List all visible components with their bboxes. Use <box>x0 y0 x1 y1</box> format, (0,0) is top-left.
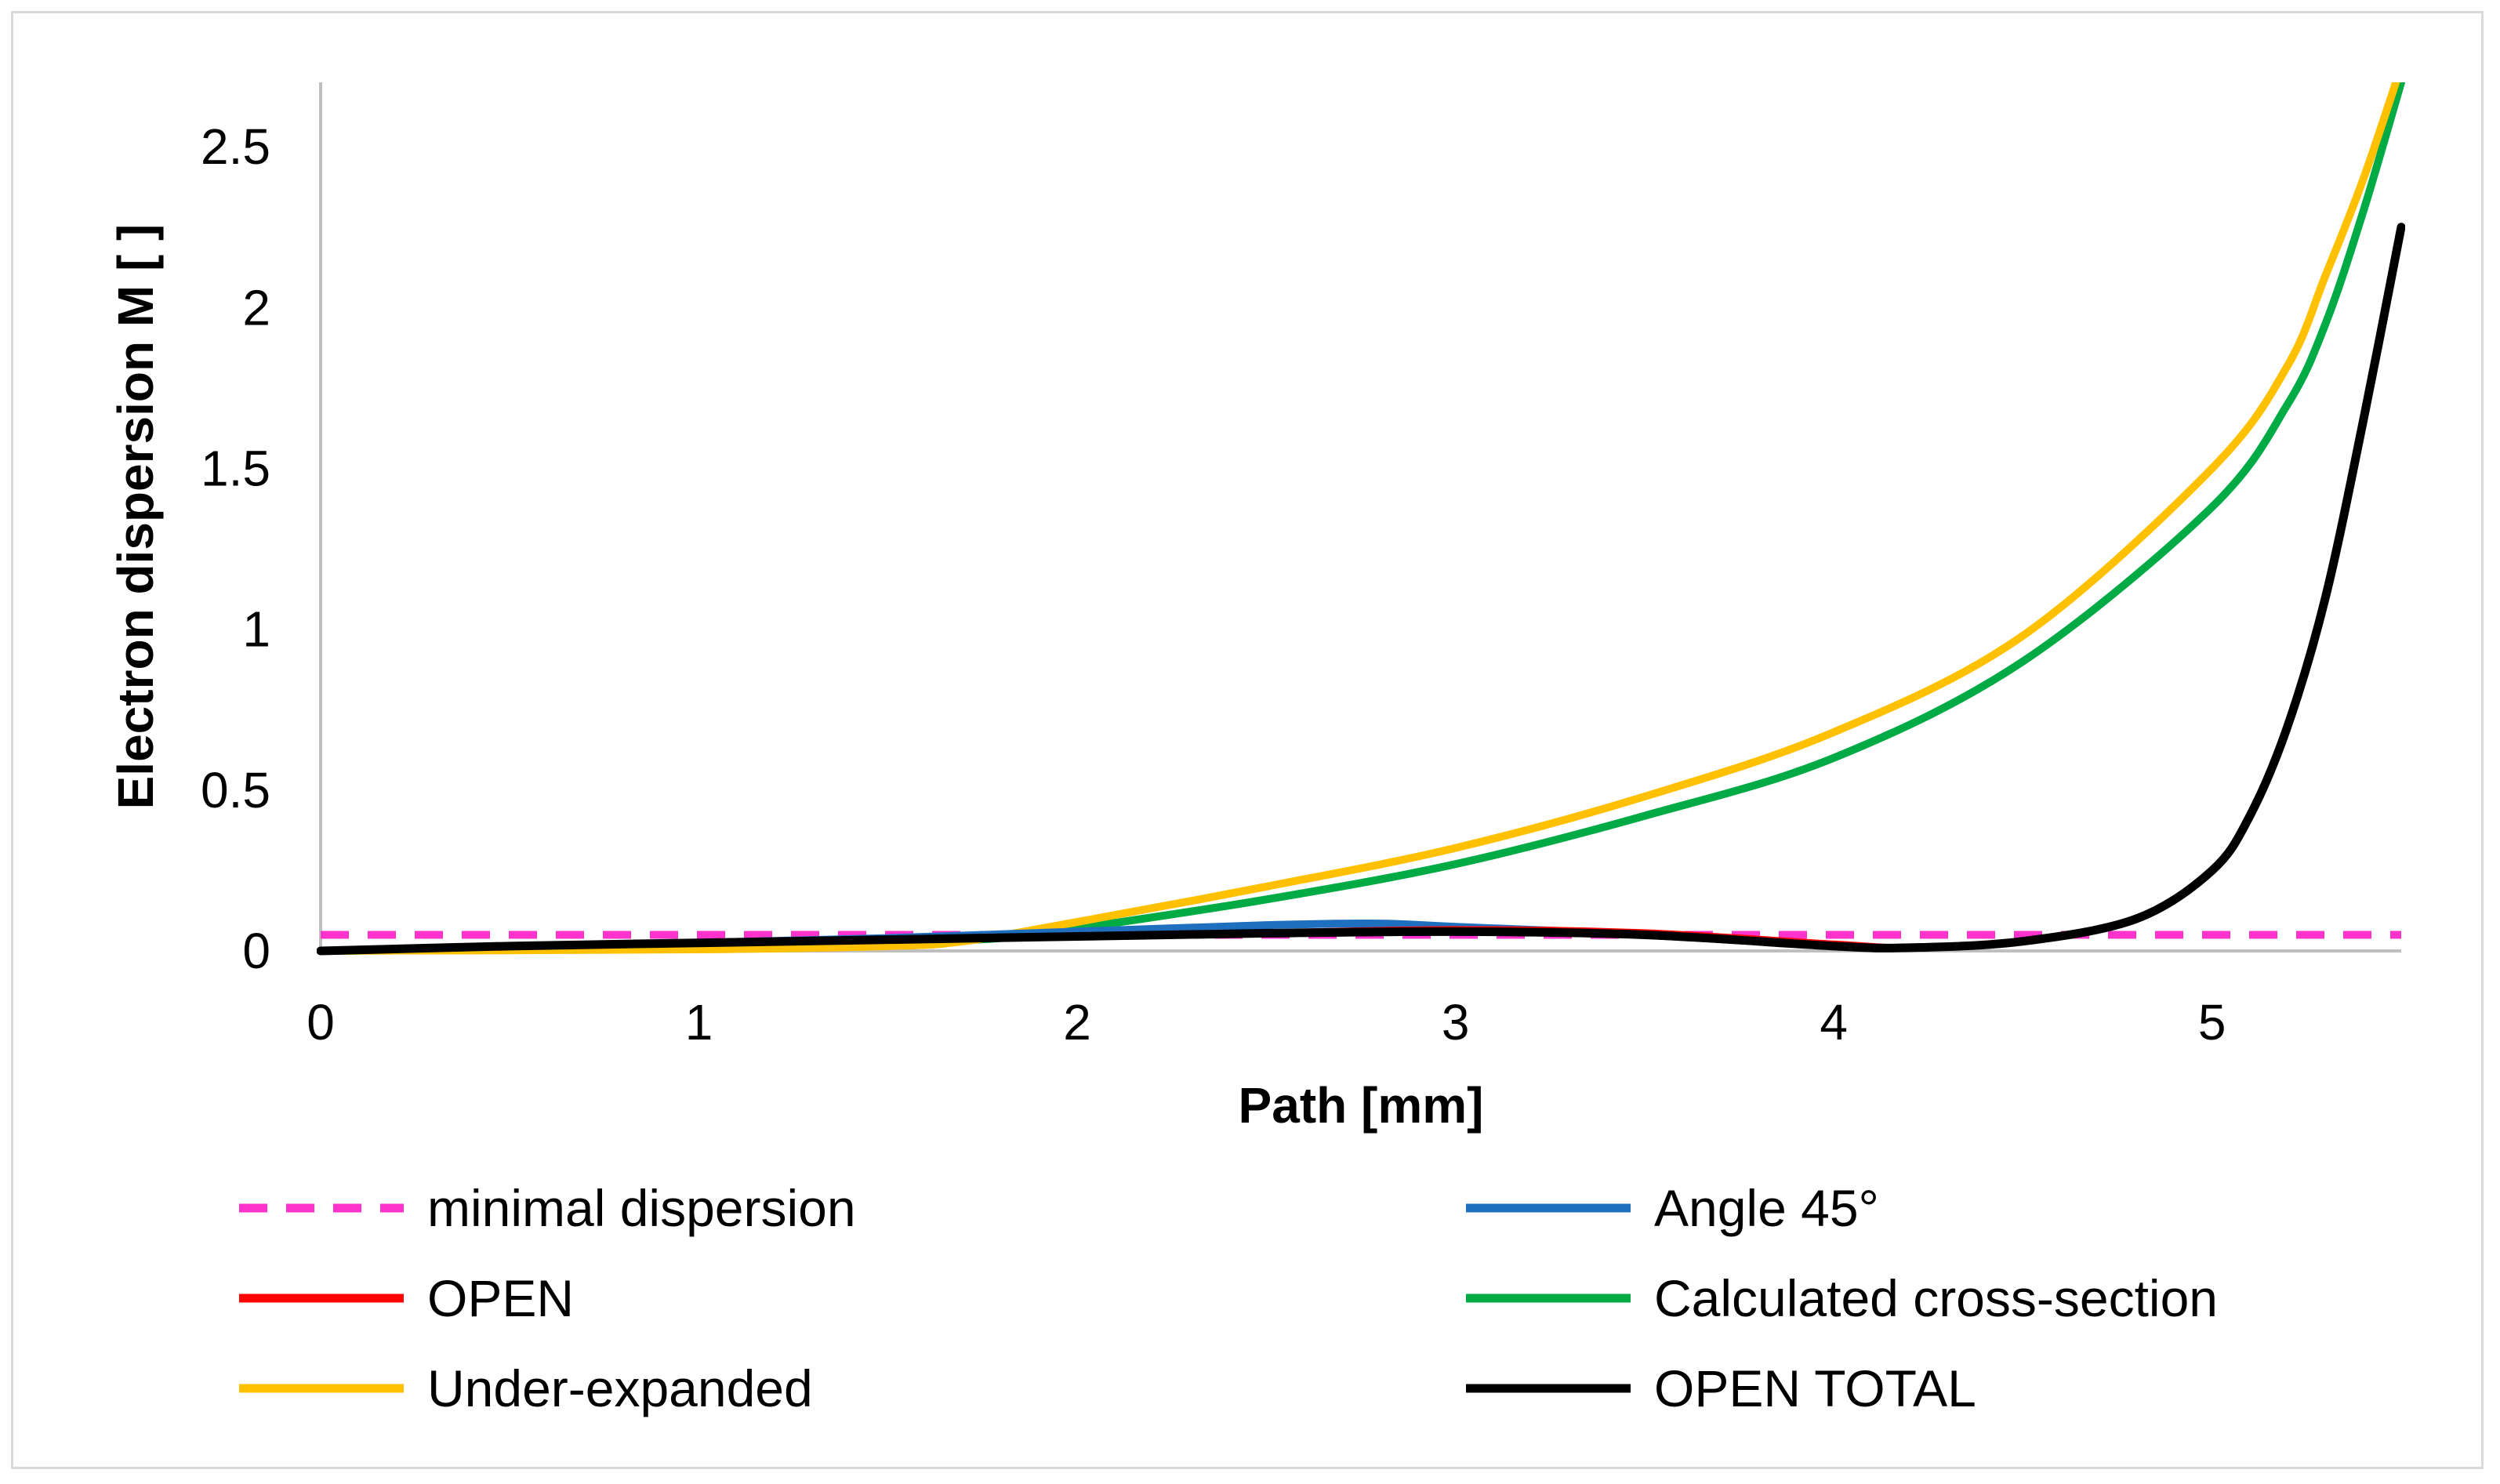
axes <box>319 82 2401 952</box>
legend-label: Calculated cross-section <box>1654 1269 2218 1327</box>
y-tick-label: 1.5 <box>201 440 270 496</box>
series-line-calculated-cross-section <box>317 82 2405 955</box>
legend-label: Angle 45° <box>1654 1179 1879 1237</box>
legend-label: Under-expanded <box>427 1359 813 1417</box>
x-tick-label: 2 <box>1063 994 1091 1050</box>
legend: minimal dispersion Angle 45° OPEN Calculate… <box>239 1179 2218 1417</box>
legend-item: minimal dispersion <box>239 1179 856 1237</box>
legend-label: OPEN TOTAL <box>1654 1359 1976 1417</box>
chart-frame <box>11 11 2484 1469</box>
legend-item: Under-expanded <box>239 1359 813 1417</box>
series-line-angle-45 <box>317 223 2405 955</box>
x-tick-label: 0 <box>307 994 335 1050</box>
series-line-open <box>317 223 2405 955</box>
tick-labels: 0 1 2 3 4 5 0 0.5 1 1.5 2 2.5 <box>201 118 2226 1050</box>
x-tick-label: 3 <box>1442 994 1470 1050</box>
y-tick-label: 2.5 <box>201 118 270 175</box>
x-tick-label: 5 <box>2198 994 2226 1050</box>
y-tick-label: 0.5 <box>201 762 270 818</box>
x-axis-title: Path [mm] <box>1239 1077 1484 1134</box>
legend-item: Angle 45° <box>1466 1179 1879 1237</box>
legend-label: OPEN <box>427 1269 574 1327</box>
x-tick-label: 4 <box>1820 994 1848 1050</box>
y-axis-title: Electron dispersion M [ ] <box>107 224 164 810</box>
y-tick-label: 0 <box>242 923 270 979</box>
series-lines <box>317 82 2405 956</box>
legend-item: OPEN <box>239 1269 574 1327</box>
y-tick-label: 2 <box>242 279 270 336</box>
series-line-under-expanded <box>317 82 2400 955</box>
x-tick-label: 1 <box>685 994 713 1050</box>
legend-item: Calculated cross-section <box>1466 1269 2218 1327</box>
y-tick-label: 1 <box>242 601 270 658</box>
series-line-open-total <box>317 223 2405 956</box>
legend-label: minimal dispersion <box>427 1179 856 1237</box>
legend-item: OPEN TOTAL <box>1466 1359 1976 1417</box>
